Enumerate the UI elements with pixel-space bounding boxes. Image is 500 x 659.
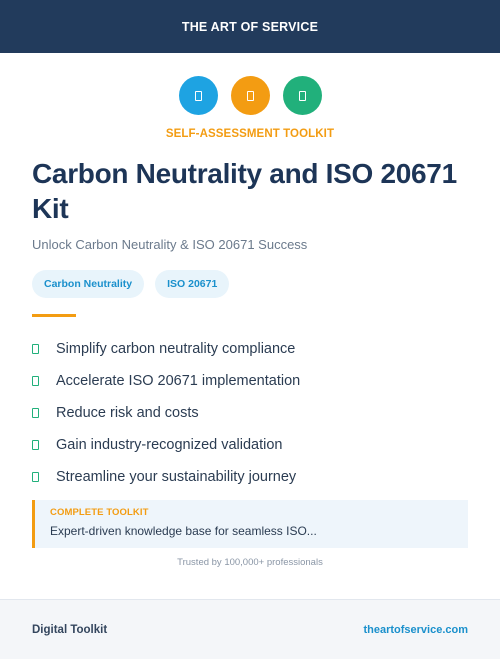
list-item: Simplify carbon neutrality compliance	[32, 333, 300, 365]
footer: Digital Toolkit theartofservice.com	[0, 599, 500, 659]
checkbox-icon	[32, 344, 39, 354]
document-icon	[246, 90, 254, 101]
checkbox-icon	[32, 408, 39, 418]
icon-row	[0, 76, 500, 115]
document-icon	[298, 90, 306, 101]
kicker-label: SELF-ASSESSMENT TOOLKIT	[165, 128, 335, 140]
tag-iso-20671[interactable]: ISO 20671	[155, 270, 230, 298]
benefit-text: Gain industry-recognized validation	[56, 437, 283, 453]
checkbox-icon	[32, 472, 39, 482]
list-item: Accelerate ISO 20671 implementation	[32, 365, 300, 397]
callout-text: Expert-driven knowledge base for seamles…	[50, 524, 317, 538]
benefit-text: Simplify carbon neutrality compliance	[56, 341, 296, 357]
benefit-text: Accelerate ISO 20671 implementation	[56, 373, 301, 389]
trusted-note: Trusted by 100,000+ professionals	[177, 557, 323, 568]
benefit-text: Reduce risk and costs	[56, 405, 199, 421]
document-icon	[194, 90, 202, 101]
accent-divider	[32, 314, 76, 317]
green-circle-document-icon	[282, 76, 322, 115]
brand-name: THE ART OF SERVICE	[181, 19, 319, 34]
blue-circle-document-icon	[178, 76, 218, 115]
orange-circle-document-icon	[230, 76, 270, 115]
callout-label: COMPLETE TOOLKIT	[50, 507, 149, 518]
list-item: Gain industry-recognized validation	[32, 429, 300, 461]
checkbox-icon	[32, 440, 39, 450]
benefit-text: Streamline your sustainability journey	[56, 469, 297, 485]
footer-product-type: Digital Toolkit	[32, 623, 108, 636]
list-item: Reduce risk and costs	[32, 397, 300, 429]
page-subtitle: Unlock Carbon Neutrality & ISO 20671 Suc…	[32, 237, 308, 252]
footer-website-link[interactable]: theartofservice.com	[363, 623, 468, 636]
list-item: Streamline your sustainability journey	[32, 461, 300, 493]
tag-carbon-neutrality[interactable]: Carbon Neutrality	[32, 270, 145, 298]
benefit-list: Simplify carbon neutrality compliance Ac…	[32, 333, 300, 493]
top-banner: THE ART OF SERVICE	[0, 0, 500, 53]
toolkit-callout: COMPLETE TOOLKIT Expert-driven knowledge…	[32, 500, 468, 548]
tag-list: Carbon Neutrality ISO 20671	[32, 270, 230, 298]
page-title: Carbon Neutrality and ISO 20671 Kit	[32, 158, 457, 224]
checkbox-icon	[32, 376, 39, 386]
